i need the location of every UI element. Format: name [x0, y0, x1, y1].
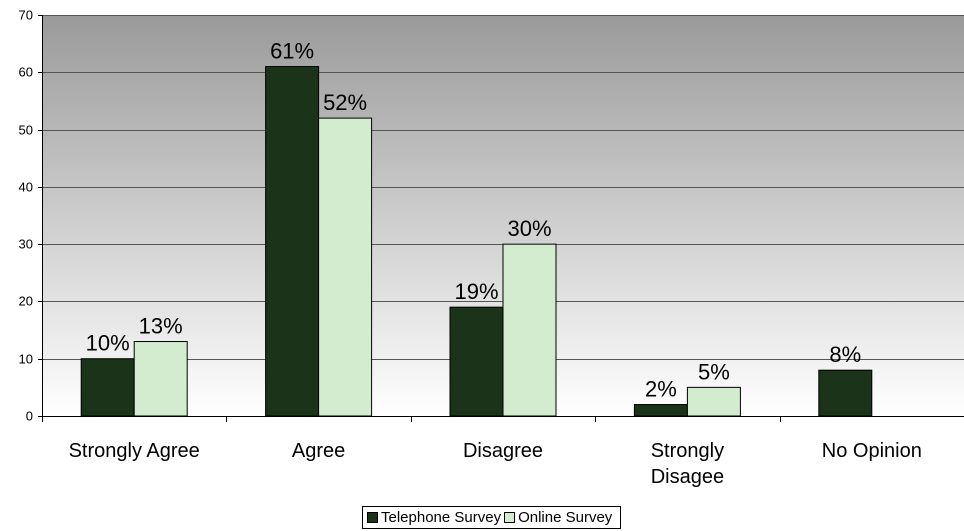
bar-telephone-3: [449, 306, 504, 417]
category-label: Strongly: [651, 440, 724, 462]
category-label: Strongly Agree: [69, 440, 200, 462]
legend-swatch-telephone: [367, 512, 378, 523]
data-label: 52%: [323, 90, 367, 115]
data-label: 13%: [139, 314, 183, 339]
y-tick-label: 30: [19, 237, 33, 252]
legend: Telephone Survey Online Survey: [362, 506, 622, 529]
legend-label-online: Online Survey: [518, 509, 613, 526]
y-tick-label: 20: [19, 294, 33, 309]
category-label: Disagree: [463, 440, 543, 462]
category-label: No Opinion: [822, 440, 922, 462]
data-label: 61%: [270, 39, 314, 64]
data-label: 5%: [698, 359, 730, 384]
bar-telephone-4: [633, 404, 688, 417]
data-label: 2%: [645, 377, 677, 402]
data-label: 10%: [86, 331, 130, 356]
data-label: 19%: [454, 279, 498, 304]
bar-online-2: [318, 117, 373, 417]
bar-telephone-1: [80, 358, 135, 417]
legend-item-telephone: Telephone Survey: [367, 509, 501, 526]
category-label: Disagee: [651, 466, 724, 488]
bar-telephone-5: [818, 369, 873, 417]
y-tick-label: 10: [19, 352, 33, 367]
y-tick-label: 60: [19, 65, 33, 80]
y-tick-label: 70: [19, 8, 33, 23]
category-label: Agree: [292, 440, 345, 462]
data-label: 8%: [829, 342, 861, 367]
bar-online-4: [686, 386, 741, 417]
y-tick-label: 0: [26, 409, 33, 424]
y-tick-label: 50: [19, 123, 33, 138]
legend-item-online: Online Survey: [504, 509, 612, 526]
y-tick-label: 40: [19, 180, 33, 195]
data-label: 30%: [507, 216, 551, 241]
bar-online-3: [502, 243, 557, 417]
bar-telephone-2: [265, 66, 320, 417]
legend-label-telephone: Telephone Survey: [381, 509, 502, 526]
legend-swatch-online: [504, 512, 516, 523]
bar-online-1: [133, 341, 188, 417]
